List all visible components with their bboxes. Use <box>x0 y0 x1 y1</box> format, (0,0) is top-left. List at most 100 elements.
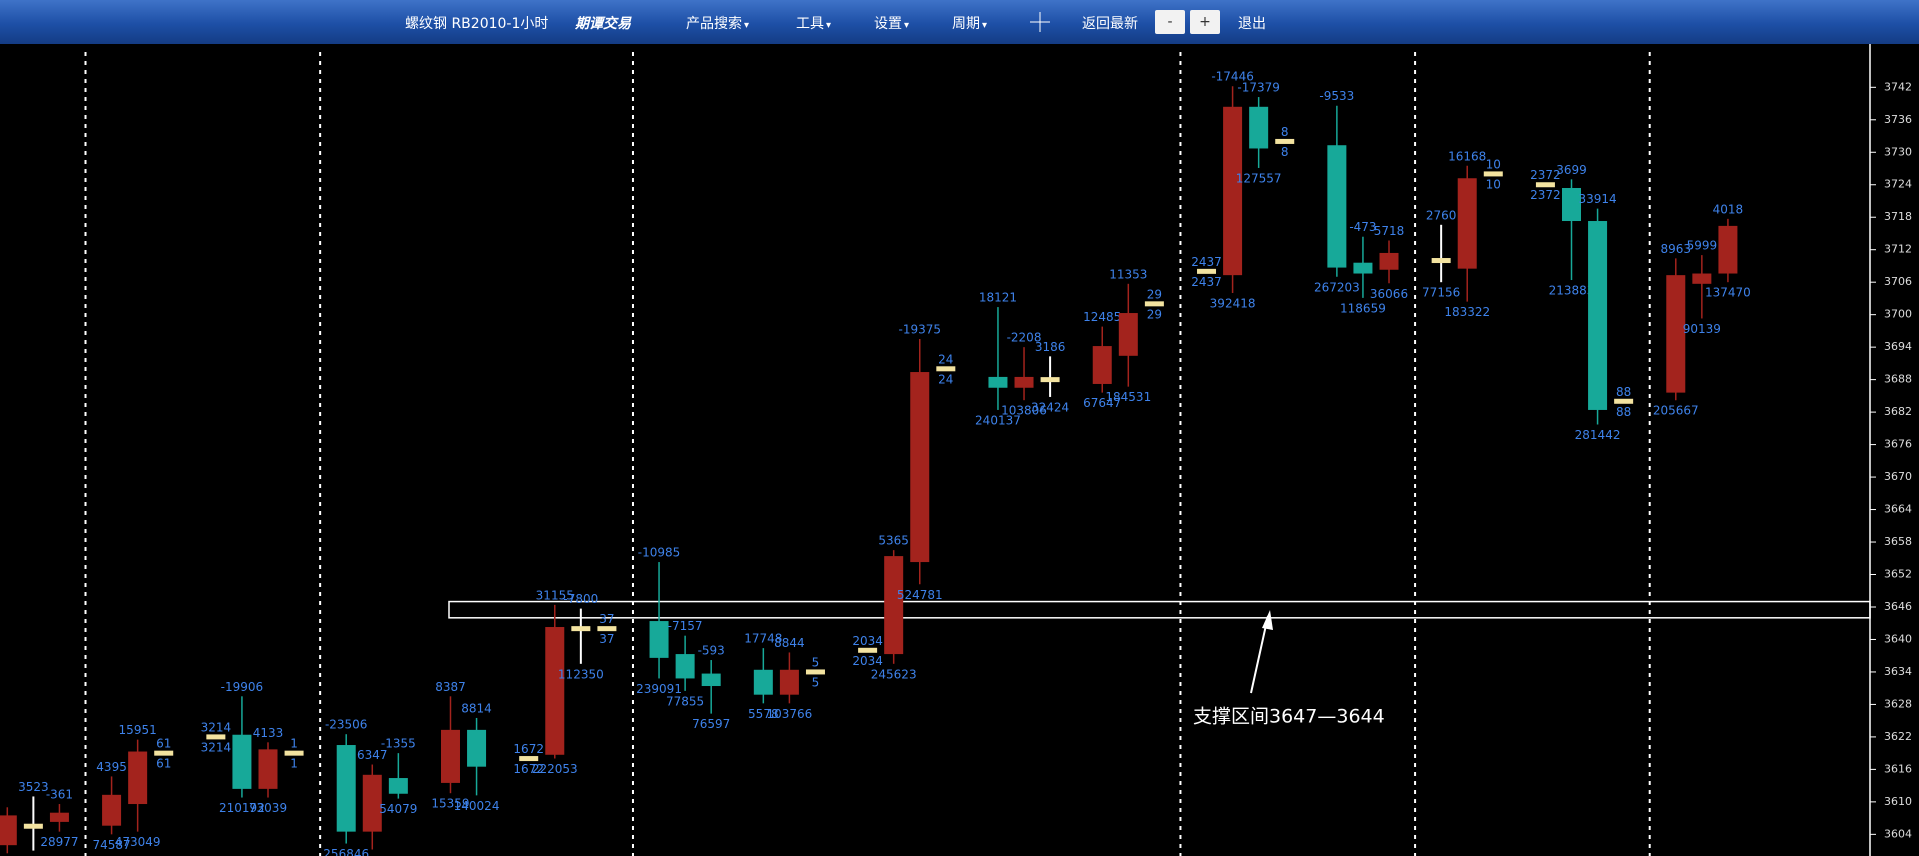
candle-body <box>102 794 122 826</box>
y-tick-label: 3694 <box>1884 340 1912 353</box>
y-tick-label: 3628 <box>1884 697 1912 710</box>
candle-body <box>1379 252 1399 270</box>
candle-bottom-label: 213883 <box>1549 284 1595 298</box>
y-tick-label: 3700 <box>1884 308 1912 321</box>
arrow-head <box>1262 610 1273 630</box>
candle-top-label: 1 <box>290 737 298 751</box>
candle-body <box>805 669 825 675</box>
zoom-out-button[interactable]: - <box>1155 10 1185 34</box>
candle-bottom-label: 205667 <box>1653 404 1699 418</box>
candle-bottom-label: 76597 <box>692 717 730 731</box>
candle-top-label: 2034 <box>852 634 883 648</box>
candle-bottom-label: 77156 <box>1422 286 1460 300</box>
candle-top-label: 5999 <box>1687 239 1718 253</box>
candle-bottom-label: 32424 <box>1031 400 1069 414</box>
candle-top-label: 2372 <box>1530 168 1561 182</box>
y-tick-label: 3670 <box>1884 470 1912 483</box>
candle-top-label: 5365 <box>878 534 909 548</box>
y-tick-label: 3652 <box>1884 568 1912 581</box>
candle-top-label: 8844 <box>774 636 805 650</box>
candle-bottom-label: 29 <box>1147 307 1162 321</box>
candle-top-label: 5718 <box>1374 224 1405 238</box>
candle-body <box>1457 178 1477 269</box>
zoom-in-button[interactable]: + <box>1190 10 1220 34</box>
candle-bottom-label: 67647 <box>1083 396 1121 410</box>
candle-top-label: -19375 <box>898 323 941 337</box>
candle-bottom-label: 74587 <box>92 838 130 852</box>
candle-bottom-label: 281442 <box>1575 428 1621 442</box>
candle-top-label: -1355 <box>381 737 416 751</box>
menu-item[interactable]: 产品搜索 <box>686 13 749 33</box>
latest-button[interactable]: 返回最新 <box>1082 16 1138 32</box>
exit-button[interactable]: 退出 <box>1238 16 1266 32</box>
candle-top-label: 18121 <box>979 291 1017 305</box>
candle-top-label: 10 <box>1486 157 1501 171</box>
candle-body <box>284 750 304 756</box>
candle-top-label: 61 <box>156 737 171 751</box>
candle-body <box>884 556 904 655</box>
candle-top-label: 3186 <box>1035 340 1066 354</box>
candle-bottom-label: 2372 <box>1530 188 1561 202</box>
candle-bottom-label: 473049 <box>115 835 161 849</box>
menu-item[interactable]: 设置 <box>874 13 909 33</box>
candle-bottom-label: 1672 <box>513 762 544 776</box>
candle-body <box>1040 377 1060 383</box>
candle-body <box>1588 221 1608 410</box>
candle-top-label: 4018 <box>1713 202 1744 216</box>
candle-bottom-label: 240137 <box>975 413 1021 427</box>
y-tick-label: 3616 <box>1884 762 1912 775</box>
candle-top-label: -361 <box>46 788 73 802</box>
candle-top-label: 88 <box>1616 385 1631 399</box>
candle-body <box>988 376 1008 388</box>
support-zone <box>448 600 1871 619</box>
candle-body <box>1223 106 1243 276</box>
y-tick-label: 3682 <box>1884 405 1912 418</box>
candle-top-label: 12485 <box>1083 310 1121 324</box>
candle-bottom-label: 137470 <box>1705 286 1751 300</box>
candle-bottom-label: 90139 <box>1683 322 1721 336</box>
y-tick-label: 3676 <box>1884 438 1912 451</box>
y-tick-label: 3730 <box>1884 145 1912 158</box>
candle-body <box>258 749 278 789</box>
candle-body <box>753 669 773 695</box>
crosshair-button[interactable] <box>1030 12 1050 32</box>
candle-top-label: 6347 <box>357 748 388 762</box>
candle-body <box>336 745 356 832</box>
candle-body <box>936 366 956 372</box>
candle-top-label: 2437 <box>1191 255 1222 269</box>
candle-bottom-label: 524781 <box>897 588 943 602</box>
candle-body <box>649 621 669 658</box>
candle-top-label: 11353 <box>1109 267 1147 281</box>
menu-item[interactable]: 周期 <box>952 13 987 33</box>
candle-bottom-label: 36066 <box>1370 287 1408 301</box>
candle-body <box>1327 145 1347 268</box>
candle-bottom-label: 3214 <box>201 740 232 754</box>
instrument-title: 螺纹钢 RB2010-1小时 <box>405 16 549 32</box>
y-tick-label: 3622 <box>1884 730 1912 743</box>
logo[interactable]: 期谭交易 <box>575 16 631 32</box>
candle-body <box>0 815 17 846</box>
candle-body <box>1197 268 1217 274</box>
candle-bottom-label: 54079 <box>379 802 417 816</box>
menu-item[interactable]: 工具 <box>796 13 831 33</box>
y-tick-label: 3646 <box>1884 600 1912 613</box>
y-tick-label: 3736 <box>1884 113 1912 126</box>
candle-top-label: 8 <box>1281 125 1289 139</box>
candle-top-label: 33914 <box>1578 192 1616 206</box>
candle-bottom-label: 1 <box>290 757 298 771</box>
candle-body <box>467 729 487 767</box>
candle-top-label: -7800 <box>563 592 598 606</box>
candle-body <box>1562 187 1581 222</box>
candle-top-label: 3214 <box>201 720 232 734</box>
candle-bottom-label: 245623 <box>871 667 917 681</box>
candle-bottom-label: 15359 <box>431 797 469 811</box>
candle-body <box>1353 262 1373 274</box>
candle-body <box>23 823 43 829</box>
candle-body <box>519 756 539 762</box>
candle-top-label: 5 <box>812 655 820 669</box>
candle-bottom-label: 210192 <box>219 801 265 815</box>
candle-body <box>1483 171 1503 177</box>
y-tick-label: 3640 <box>1884 632 1912 645</box>
candle-top-label: 4395 <box>96 760 127 774</box>
